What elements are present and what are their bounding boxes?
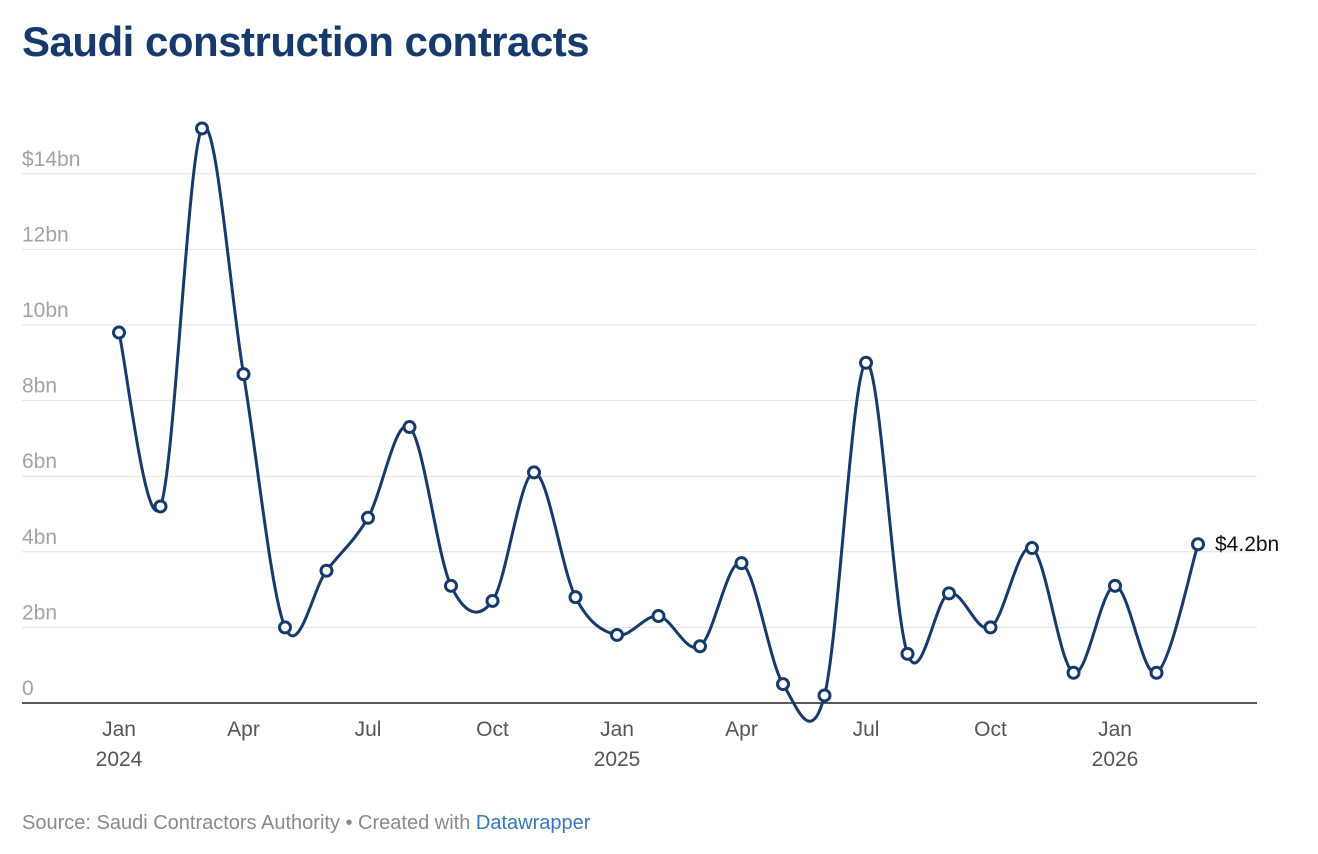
- y-tick-label: 10bn: [22, 299, 69, 322]
- x-tick-year-label: 2024: [96, 748, 143, 771]
- data-point-2024-12[interactable]: [568, 590, 583, 605]
- chart-title: Saudi construction contracts: [22, 18, 590, 65]
- y-axis-tick-labels: 0 2bn 4bn 6bn 8bn 10bn 12bn $14bn: [22, 148, 80, 700]
- x-tick-year-label: 2026: [1092, 748, 1139, 771]
- data-point-2025-10[interactable]: [983, 620, 998, 635]
- data-point-2025-04[interactable]: [734, 556, 749, 571]
- y-tick-label: 2bn: [22, 601, 57, 624]
- data-point-2026-02[interactable]: [1149, 665, 1164, 680]
- x-tick-label: Apr: [725, 718, 758, 741]
- x-axis-tick-labels: Jan 2024 Apr Jul Oct Jan 2025 Apr Jul Oct Jan 2026: [96, 718, 1139, 771]
- y-tick-label: 6bn: [22, 450, 57, 473]
- data-point-2024-04[interactable]: [236, 367, 251, 382]
- x-tick-label: Apr: [227, 718, 260, 741]
- data-point-2024-07[interactable]: [361, 510, 375, 525]
- data-points: [112, 121, 1205, 703]
- data-point-2025-01[interactable]: [610, 627, 624, 642]
- data-point-2025-11[interactable]: [1025, 541, 1039, 556]
- data-point-2024-02[interactable]: [153, 499, 168, 514]
- chart-footer: Source: Saudi Contractors Authority • Cr…: [22, 812, 590, 835]
- data-point-2024-10[interactable]: [485, 593, 500, 608]
- data-point-2025-02[interactable]: [651, 609, 666, 624]
- end-value-label: $4.2bn: [1215, 533, 1279, 556]
- gridlines: [22, 173, 1257, 628]
- source-text: Source: Saudi Contractors Authority • Cr…: [22, 812, 476, 834]
- series-line: [117, 125, 1200, 723]
- data-point-2024-08[interactable]: [402, 420, 417, 435]
- x-tick-label: Jan: [102, 718, 136, 741]
- data-point-2025-07[interactable]: [859, 355, 873, 370]
- x-tick-label: Jul: [355, 718, 382, 741]
- x-tick-year-label: 2025: [594, 748, 641, 771]
- data-point-2024-11[interactable]: [527, 465, 541, 480]
- y-tick-label: 4bn: [22, 526, 57, 549]
- data-point-2024-01[interactable]: [112, 325, 126, 340]
- data-point-2024-09[interactable]: [444, 578, 458, 593]
- data-point-2025-03[interactable]: [693, 639, 707, 654]
- data-point-2024-05[interactable]: [278, 620, 292, 635]
- x-tick-label: Oct: [974, 718, 1007, 741]
- y-tick-label: $14bn: [22, 148, 80, 171]
- data-point-2025-09[interactable]: [942, 586, 956, 601]
- data-point-2024-03[interactable]: [195, 121, 209, 136]
- x-tick-label: Jan: [600, 718, 634, 741]
- data-point-2026-03[interactable]: [1191, 537, 1205, 552]
- x-tick-label: Jul: [853, 718, 880, 741]
- y-tick-label: 12bn: [22, 223, 69, 246]
- x-tick-label: Oct: [476, 718, 509, 741]
- data-point-2025-06[interactable]: [817, 688, 832, 703]
- y-tick-label: 0: [22, 677, 34, 700]
- data-point-2024-06[interactable]: [319, 563, 334, 578]
- y-tick-label: 8bn: [22, 375, 57, 398]
- data-point-2025-08[interactable]: [900, 646, 915, 661]
- data-point-2025-05[interactable]: [776, 677, 790, 692]
- x-tick-label: Jan: [1098, 718, 1132, 741]
- datawrapper-link[interactable]: Datawrapper: [475, 812, 591, 834]
- data-point-2025-12[interactable]: [1066, 665, 1081, 680]
- data-point-2026-01[interactable]: [1108, 578, 1122, 593]
